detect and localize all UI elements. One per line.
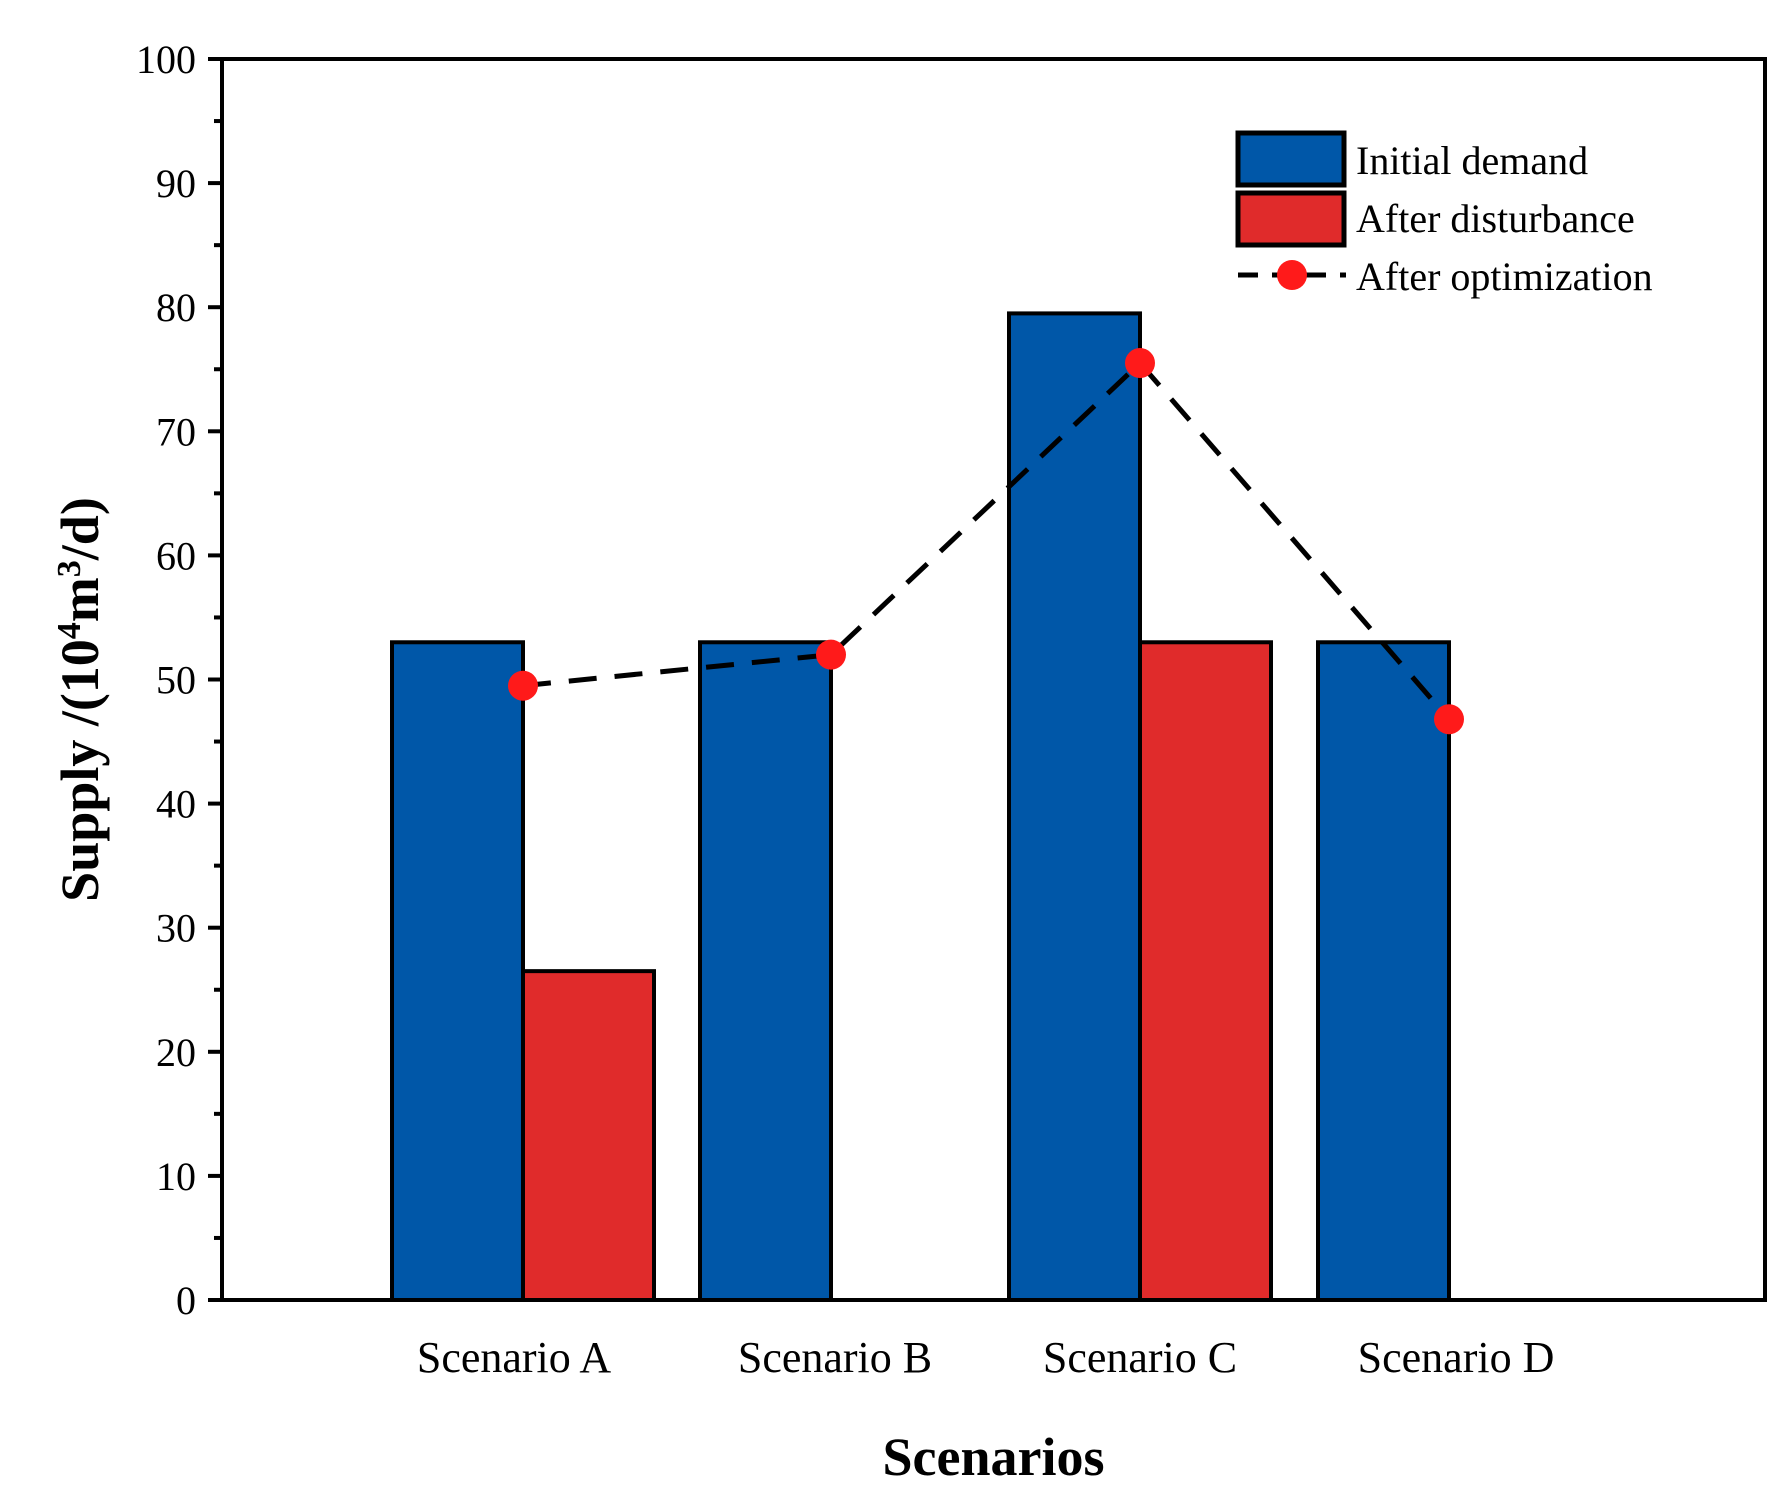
y-axis-title-sup2: 3 xyxy=(51,560,88,577)
bar-after-disturbance xyxy=(1138,640,1273,1302)
point-after-optimization xyxy=(508,670,538,701)
y-axis-title-part1: Supply /(10 xyxy=(50,639,110,902)
y-axis-title-part3: /d) xyxy=(50,497,110,561)
x-axis: Scenario A Scenario B Scenario C Scenario D xyxy=(417,1333,1555,1382)
point-after-optimization xyxy=(1125,348,1155,379)
x-tick-label: Scenario D xyxy=(1358,1333,1555,1382)
y-tick-label: 30 xyxy=(156,906,196,951)
x-tick-label: Scenario A xyxy=(417,1333,612,1382)
y-tick-label: 80 xyxy=(156,285,196,330)
legend: Initial demand After disturbance After opt… xyxy=(1235,130,1653,299)
y-tick-label: 20 xyxy=(156,1030,196,1075)
y-axis: 0 10 20 30 40 50 60 70 80 90 100 xyxy=(136,37,222,1323)
bar-initial-demand xyxy=(390,640,525,1302)
y-tick-label: 100 xyxy=(136,37,196,82)
y-axis-title-part2: m xyxy=(50,577,110,622)
y-axis-title: Supply /(104m3/d) xyxy=(50,497,110,902)
x-tick-label: Scenario B xyxy=(738,1333,932,1382)
bar-initial-demand xyxy=(1007,311,1142,1302)
y-tick-label: 50 xyxy=(156,658,196,703)
y-tick-label: 60 xyxy=(156,533,196,578)
bar-initial-demand xyxy=(698,640,833,1302)
legend-label-initial-demand: Initial demand xyxy=(1356,138,1588,183)
legend-swatch-after-disturbance xyxy=(1235,190,1347,248)
y-tick-label: 90 xyxy=(156,161,196,206)
line-layer xyxy=(508,348,1464,735)
legend-marker-after-optimization xyxy=(1277,260,1307,290)
y-tick-label: 70 xyxy=(156,409,196,454)
y-tick-label: 0 xyxy=(176,1278,196,1323)
x-tick-label: Scenario C xyxy=(1043,1333,1237,1382)
point-after-optimization xyxy=(1434,704,1464,735)
legend-label-after-disturbance: After disturbance xyxy=(1356,196,1635,241)
y-tick-label: 10 xyxy=(156,1154,196,1199)
bar-after-disturbance xyxy=(521,969,656,1302)
x-axis-title: Scenarios xyxy=(883,1427,1105,1487)
y-tick-label: 40 xyxy=(156,782,196,827)
bar-initial-demand xyxy=(1316,640,1451,1302)
line-after-optimization xyxy=(522,359,1451,721)
bars-layer xyxy=(390,311,1451,1302)
y-axis-title-sup1: 4 xyxy=(51,622,88,639)
point-after-optimization xyxy=(816,639,846,670)
legend-label-after-optimization: After optimization xyxy=(1356,254,1653,299)
legend-swatch-initial-demand xyxy=(1235,130,1347,188)
